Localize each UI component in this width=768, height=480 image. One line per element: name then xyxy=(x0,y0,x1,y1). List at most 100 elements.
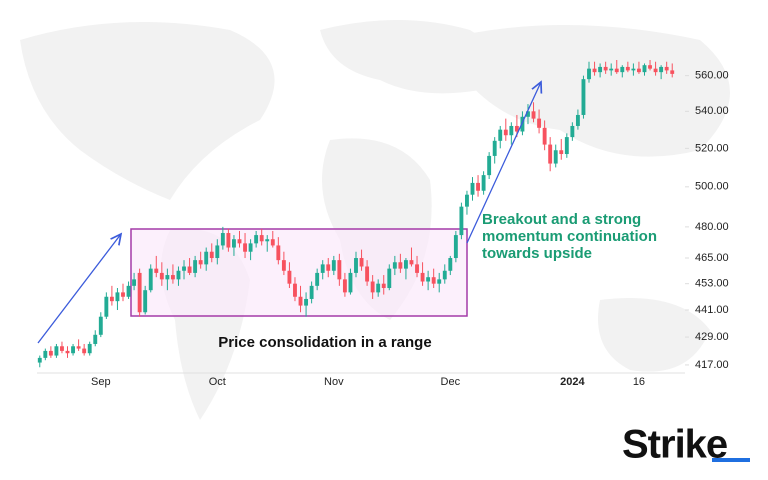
candle-body xyxy=(254,235,259,244)
candle-body xyxy=(581,79,586,115)
annotation: towards upside xyxy=(482,245,592,262)
candle-body xyxy=(232,239,236,248)
logo: Strike xyxy=(622,423,727,467)
candle-body xyxy=(553,150,558,164)
candle-body xyxy=(587,68,591,80)
candle-body xyxy=(187,266,192,273)
candle-body xyxy=(220,233,225,246)
candle-body xyxy=(392,262,397,269)
candle-body xyxy=(76,346,81,349)
y-tick-label: 429.00 xyxy=(695,331,729,343)
candle-body xyxy=(226,233,231,248)
candle-body xyxy=(625,66,630,71)
candle-body xyxy=(409,260,414,265)
candle-body xyxy=(415,264,419,273)
trend-arrow xyxy=(466,82,541,244)
candle-body xyxy=(470,182,475,195)
y-tick-label: 465.00 xyxy=(695,252,729,264)
candle-body xyxy=(215,245,220,259)
y-tick-label: 560.00 xyxy=(695,70,729,82)
candle-body xyxy=(648,65,652,69)
candle-body xyxy=(609,68,614,71)
candle-body xyxy=(320,264,325,273)
plot-area xyxy=(37,60,675,368)
candle-body xyxy=(603,66,608,71)
candle-body xyxy=(503,129,508,136)
candle-body xyxy=(570,125,575,138)
candle-body xyxy=(270,239,275,246)
candle-body xyxy=(459,206,464,236)
candle-body xyxy=(559,150,564,155)
candle-body xyxy=(98,316,103,335)
x-tick-label: Nov xyxy=(324,376,344,388)
candle-body xyxy=(431,277,436,284)
candle-body xyxy=(453,235,458,259)
candle-body xyxy=(342,279,347,293)
candle-body xyxy=(304,298,309,306)
candle-body xyxy=(209,251,214,259)
candle-body xyxy=(575,114,580,126)
annotation: momentum continuation xyxy=(482,228,657,245)
candle-body xyxy=(109,296,114,302)
candle-body xyxy=(276,245,281,261)
candle-body xyxy=(598,66,603,73)
candle-body xyxy=(481,175,486,191)
candle-body xyxy=(204,251,209,265)
candle-body xyxy=(592,68,597,73)
y-tick-label: 520.00 xyxy=(695,142,729,154)
candle-body xyxy=(165,275,170,280)
x-tick-label: Oct xyxy=(209,376,226,388)
candle-body xyxy=(148,268,153,291)
candle-body xyxy=(542,127,547,145)
candle-body xyxy=(154,268,159,273)
candle-body xyxy=(243,243,247,252)
candle-body xyxy=(631,68,636,71)
annotation: Breakout and a strong xyxy=(482,211,641,228)
candle-body xyxy=(193,260,198,273)
candle-body xyxy=(476,182,480,191)
candle-body xyxy=(537,118,542,128)
candle-body xyxy=(176,270,181,280)
candle-body xyxy=(54,346,59,356)
candle-body xyxy=(198,260,203,265)
candle-body xyxy=(387,268,392,289)
candle-body xyxy=(71,346,76,354)
candle-body xyxy=(520,116,525,132)
candle-body xyxy=(237,239,242,244)
candle-body xyxy=(465,194,469,207)
y-tick-label: 441.00 xyxy=(695,304,729,316)
annotation: Price consolidation in a range xyxy=(218,334,431,351)
candle-body xyxy=(492,140,497,156)
candle-body xyxy=(514,125,519,132)
candle-body xyxy=(265,239,270,242)
candle-body xyxy=(287,270,292,284)
candle-body xyxy=(143,290,148,313)
candle-body xyxy=(137,272,142,313)
candle-body xyxy=(65,350,70,354)
y-tick-label: 453.00 xyxy=(695,278,729,290)
candle-body xyxy=(132,279,137,286)
candle-body xyxy=(442,270,447,280)
candle-body xyxy=(337,260,342,280)
candle-body xyxy=(653,68,658,73)
candle-body xyxy=(381,283,386,289)
candle-body xyxy=(309,285,314,299)
candle-body xyxy=(281,260,286,271)
x-tick-label: Dec xyxy=(441,376,461,388)
candle-body xyxy=(359,258,364,267)
candle-body xyxy=(420,272,425,282)
candle-body xyxy=(659,66,664,73)
candle-body xyxy=(248,243,253,252)
candle-body xyxy=(376,283,381,293)
candle-body xyxy=(620,66,625,73)
candle-body xyxy=(43,350,48,358)
y-tick-label: 500.00 xyxy=(695,181,729,193)
candle-body xyxy=(365,266,370,282)
candle-body xyxy=(159,272,164,280)
candle-body xyxy=(403,260,408,269)
candle-body xyxy=(259,235,264,242)
candle-body xyxy=(82,348,87,354)
y-tick-label: 417.00 xyxy=(695,359,729,371)
candle-body xyxy=(448,258,453,271)
candle-body xyxy=(636,68,641,73)
